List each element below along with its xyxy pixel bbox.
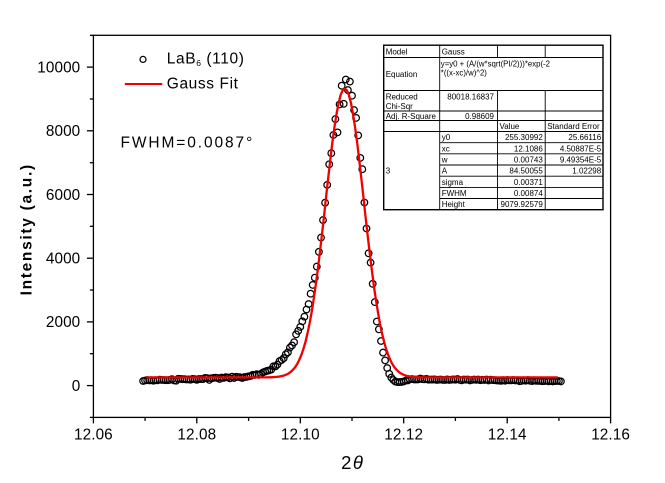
svg-text:80018.16837: 80018.16837 bbox=[447, 92, 494, 101]
svg-text:3: 3 bbox=[386, 167, 391, 176]
svg-text:LaB6 (110): LaB6 (110) bbox=[167, 50, 245, 68]
svg-text:2θ: 2θ bbox=[341, 452, 363, 473]
svg-text:0.00874: 0.00874 bbox=[514, 189, 543, 198]
svg-text:9.49354E-5: 9.49354E-5 bbox=[560, 155, 602, 164]
svg-text:1.02298: 1.02298 bbox=[572, 167, 601, 176]
svg-text:xc: xc bbox=[442, 144, 450, 153]
svg-text:FWHM=0.0087°: FWHM=0.0087° bbox=[121, 134, 255, 151]
svg-text:Gauss: Gauss bbox=[442, 47, 465, 56]
svg-text:FWHM: FWHM bbox=[442, 189, 467, 198]
svg-text:10000: 10000 bbox=[37, 59, 80, 76]
svg-text:0.00743: 0.00743 bbox=[514, 155, 543, 164]
svg-text:Equation: Equation bbox=[386, 70, 418, 79]
svg-text:12.14: 12.14 bbox=[488, 426, 527, 443]
svg-text:0.98609: 0.98609 bbox=[465, 112, 494, 121]
svg-text:6000: 6000 bbox=[46, 187, 80, 204]
svg-text:0: 0 bbox=[72, 378, 81, 395]
svg-text:Gauss Fit: Gauss Fit bbox=[167, 75, 239, 92]
svg-text:12.06: 12.06 bbox=[74, 426, 113, 443]
svg-text:84.50055: 84.50055 bbox=[509, 167, 543, 176]
svg-text:12.12: 12.12 bbox=[384, 426, 423, 443]
svg-text:Chi-Sqr: Chi-Sqr bbox=[386, 102, 413, 111]
svg-text:Reduced: Reduced bbox=[386, 92, 418, 101]
svg-text:Adj. R-Square: Adj. R-Square bbox=[386, 112, 437, 121]
svg-text:Value: Value bbox=[500, 122, 520, 131]
svg-text:12.08: 12.08 bbox=[177, 426, 216, 443]
svg-text:9079.92579: 9079.92579 bbox=[501, 200, 544, 209]
svg-text:A: A bbox=[442, 167, 448, 176]
svg-text:12.16: 12.16 bbox=[591, 426, 630, 443]
svg-text:Intensity (a.u.): Intensity (a.u.) bbox=[18, 163, 35, 295]
svg-text:Height: Height bbox=[442, 200, 466, 209]
svg-text:*((x-xc)/w)^2): *((x-xc)/w)^2) bbox=[441, 68, 488, 77]
svg-text:12.10: 12.10 bbox=[281, 426, 320, 443]
svg-text:w: w bbox=[441, 155, 448, 164]
svg-text:255.30992: 255.30992 bbox=[505, 133, 543, 142]
svg-text:Standard Error: Standard Error bbox=[547, 122, 600, 131]
svg-text:2000: 2000 bbox=[46, 314, 80, 331]
svg-text:sigma: sigma bbox=[442, 178, 464, 187]
svg-text:0.00371: 0.00371 bbox=[514, 178, 543, 187]
svg-text:4.50887E-5: 4.50887E-5 bbox=[560, 144, 602, 153]
svg-text:4000: 4000 bbox=[46, 251, 80, 268]
svg-text:12.1086: 12.1086 bbox=[514, 144, 543, 153]
svg-text:25.66116: 25.66116 bbox=[568, 133, 601, 142]
svg-text:Model: Model bbox=[386, 47, 408, 56]
svg-text:y0: y0 bbox=[442, 133, 451, 142]
svg-text:8000: 8000 bbox=[46, 123, 80, 140]
svg-text:y=y0 + (A/(w*sqrt(PI/2)))*exp(: y=y0 + (A/(w*sqrt(PI/2)))*exp(-2 bbox=[441, 59, 550, 68]
